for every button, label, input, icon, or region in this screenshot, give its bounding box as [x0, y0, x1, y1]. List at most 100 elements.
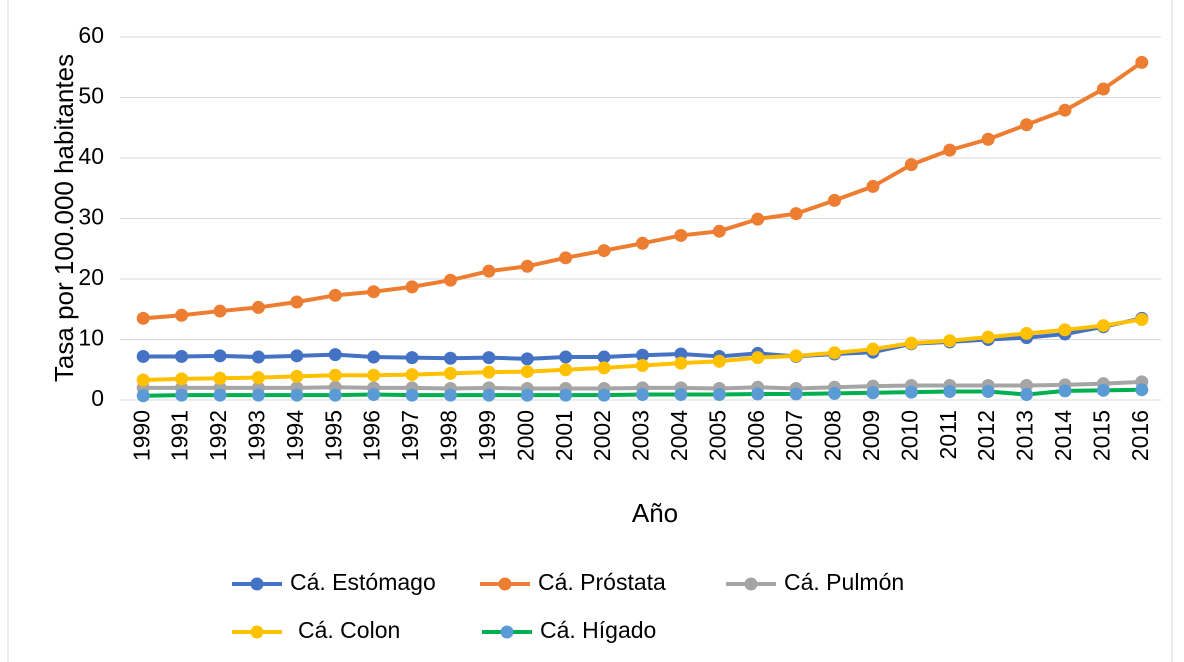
data-point — [789, 349, 803, 363]
data-point — [943, 334, 957, 348]
data-point — [559, 350, 573, 364]
legend-marker — [250, 625, 264, 639]
data-point — [520, 365, 534, 379]
data-point — [213, 371, 227, 385]
data-point — [213, 388, 227, 402]
data-point — [251, 371, 265, 385]
legend-item: Cá. Hígado — [482, 617, 656, 643]
x-tick-label: 2011 — [935, 410, 961, 459]
data-point — [597, 350, 611, 364]
data-point — [904, 158, 918, 172]
data-point — [597, 361, 611, 375]
data-point — [1058, 323, 1072, 337]
x-tick-label: 2006 — [743, 410, 769, 461]
data-point — [712, 354, 726, 368]
data-point — [559, 363, 573, 377]
data-point — [290, 295, 304, 309]
data-point — [789, 207, 803, 221]
x-tick-label: 2007 — [781, 410, 807, 461]
x-tick-label: 2004 — [666, 410, 692, 461]
data-point — [482, 264, 496, 278]
data-point — [1096, 319, 1110, 333]
data-point — [213, 304, 227, 318]
x-tick-label: 2009 — [858, 410, 884, 461]
data-point — [751, 212, 765, 226]
x-tick-label: 1996 — [359, 410, 385, 461]
data-point — [175, 349, 189, 363]
data-point — [1135, 55, 1149, 69]
x-tick-label: 2008 — [820, 410, 846, 461]
legend-item: Cá. Colon — [232, 617, 400, 643]
x-tick-label: 2010 — [896, 410, 922, 461]
data-point — [405, 388, 419, 402]
data-point — [443, 388, 457, 402]
x-tick-label: 1990 — [128, 410, 154, 461]
data-point — [636, 236, 649, 250]
data-point — [367, 350, 381, 364]
data-point — [482, 351, 496, 365]
x-tick-label: 2016 — [1127, 410, 1153, 461]
data-point — [712, 224, 726, 238]
data-point — [175, 308, 189, 322]
data-point — [367, 285, 381, 299]
data-point — [175, 388, 189, 402]
data-point — [482, 365, 496, 379]
legend-label: Cá. Pulmón — [784, 569, 904, 595]
data-point — [828, 346, 842, 360]
series-line — [143, 60, 1143, 321]
data-point — [636, 359, 649, 373]
data-point — [1020, 388, 1034, 402]
data-point — [136, 311, 150, 325]
data-point — [904, 385, 918, 399]
data-point — [1058, 384, 1072, 398]
data-point — [136, 389, 150, 403]
legend-marker — [498, 577, 512, 591]
x-tick-label: 1997 — [397, 410, 423, 461]
data-point — [328, 348, 342, 362]
data-point — [1020, 378, 1034, 392]
data-point — [443, 273, 457, 287]
data-point — [405, 280, 419, 294]
legend-label: Cá. Hígado — [540, 617, 656, 643]
data-point — [828, 386, 842, 400]
data-point — [1020, 118, 1034, 132]
data-point — [981, 385, 995, 399]
data-point — [443, 351, 457, 365]
data-point — [943, 385, 957, 399]
y-tick-label: 0 — [91, 385, 104, 411]
data-point — [597, 388, 611, 402]
data-point — [674, 347, 688, 361]
data-point — [405, 368, 419, 382]
data-point — [674, 228, 688, 242]
data-point — [981, 330, 995, 344]
data-point — [597, 244, 611, 258]
x-tick-label: 2013 — [1012, 410, 1038, 461]
data-point — [751, 387, 765, 401]
data-point — [904, 336, 918, 350]
data-point — [136, 373, 150, 387]
data-point — [712, 388, 726, 402]
data-point — [751, 351, 765, 365]
legend-marker — [250, 577, 264, 591]
x-axis-label: Año — [632, 498, 678, 528]
data-point — [482, 388, 496, 402]
x-tick-label: 2015 — [1088, 410, 1114, 461]
data-point — [866, 386, 880, 400]
legend-item: Cá. Estómago — [232, 569, 436, 595]
x-tick-label: 1991 — [167, 410, 193, 461]
y-tick-label: 30 — [78, 204, 104, 230]
data-point — [367, 368, 381, 382]
x-tick-label: 2002 — [589, 410, 615, 461]
data-point — [828, 193, 842, 207]
x-tick-label: 2014 — [1050, 410, 1076, 461]
data-point — [866, 342, 880, 356]
data-point — [1096, 82, 1110, 96]
data-point — [136, 349, 150, 363]
data-point — [1020, 326, 1034, 340]
x-tick-label: 2012 — [973, 410, 999, 461]
x-tick-label: 1995 — [320, 410, 346, 461]
data-point — [943, 143, 957, 157]
data-point — [636, 388, 649, 402]
